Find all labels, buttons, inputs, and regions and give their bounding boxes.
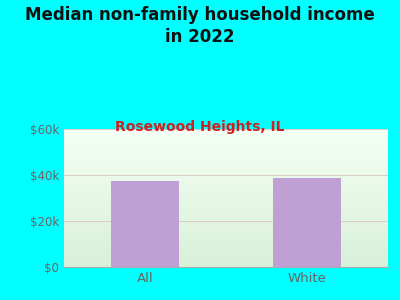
Bar	[273, 178, 341, 267]
Text: Median non-family household income
in 2022: Median non-family household income in 20…	[25, 6, 375, 46]
Text: Rosewood Heights, IL: Rosewood Heights, IL	[115, 120, 285, 134]
Bar	[111, 181, 179, 267]
